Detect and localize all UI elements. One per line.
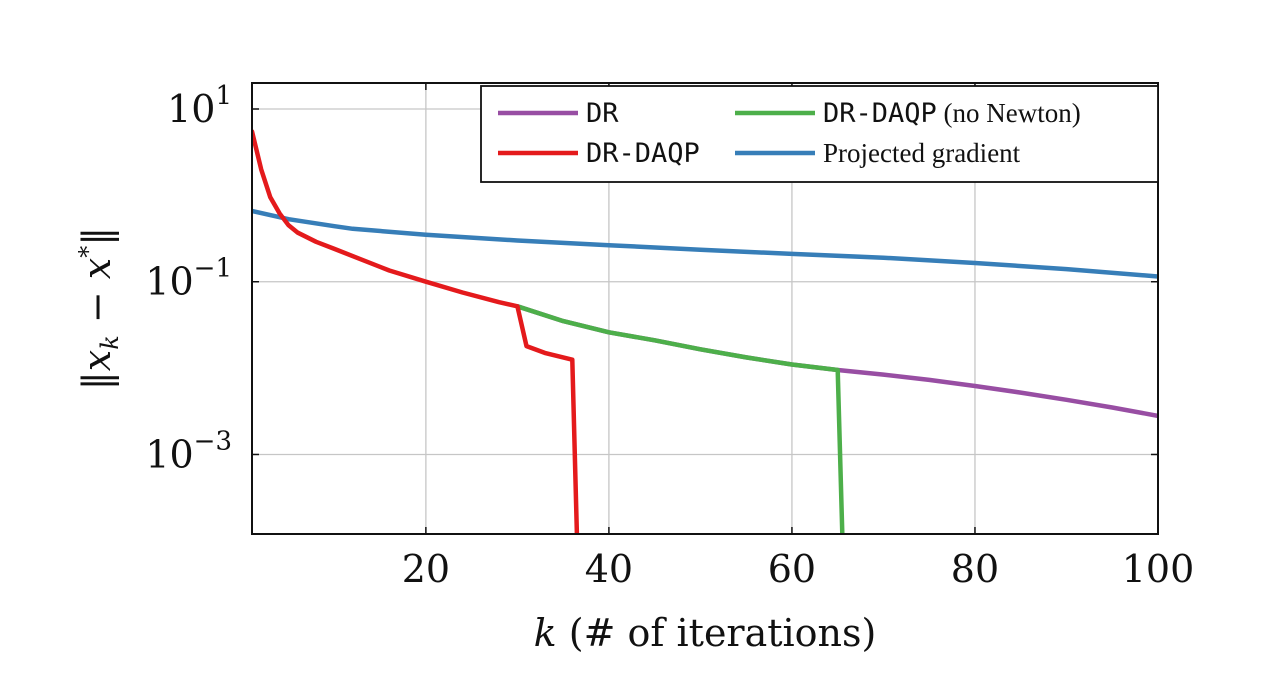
x-tick-label-0: 20 (402, 547, 450, 591)
legend-label-projected-gradient: Projected gradient (823, 138, 1021, 168)
y-axis-label-text: ‖xk − x*‖ (74, 227, 124, 390)
y-tick-label-2: 10−3 (145, 426, 232, 476)
y-axis-label: ‖xk − x*‖ (74, 227, 124, 390)
legend: DR DR-DAQP (no Newton) DR-DAQP Projected gr… (480, 85, 1159, 183)
x-tick-label-2: 60 (768, 547, 816, 591)
plot-frame (251, 82, 1159, 535)
y-tick-label-0: 101 (167, 81, 232, 131)
legend-items: DR DR-DAQP (no Newton) DR-DAQP Projected gr… (498, 98, 1081, 169)
legend-label-dr-daqp-no-newton-: DR-DAQP (no Newton) (823, 98, 1081, 129)
x-axis-label: k (# of iterations) (534, 611, 877, 655)
series-line-projected-gradient (252, 208, 1158, 279)
series-line-dr-daqp (252, 129, 580, 534)
legend-label-dr-daqp: DR-DAQP (586, 138, 700, 169)
series-layer (252, 129, 1158, 534)
legend-box (480, 85, 1159, 183)
x-axis-label-var: k (534, 611, 557, 655)
y-tick-label-1: 10−1 (145, 254, 232, 304)
series-line-dr-daqp-no-newton- (515, 304, 845, 534)
tick-layer: 20 40 60 80 100 101 10−1 10−3 (145, 81, 1194, 591)
legend-label-dr: DR (586, 98, 619, 129)
x-tick-label-4: 100 (1122, 547, 1195, 591)
x-tick-label-3: 80 (951, 547, 999, 591)
x-axis-label-rest: (# of iterations) (557, 611, 877, 655)
x-tick-label-1: 40 (585, 547, 633, 591)
